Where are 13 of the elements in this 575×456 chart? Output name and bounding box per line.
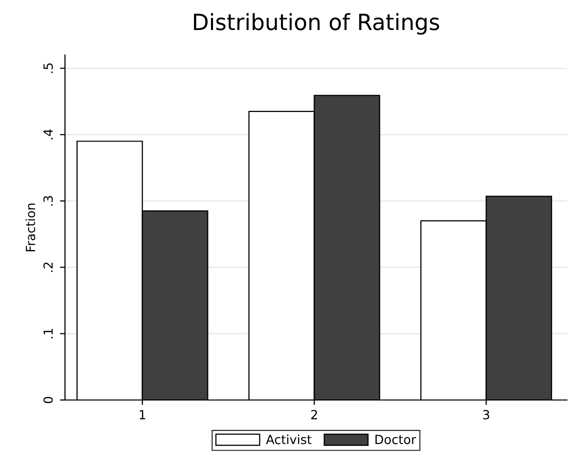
x-tick-label: 3	[483, 410, 490, 420]
x-tick-label: 1	[140, 410, 146, 420]
y-tick-label: .3	[43, 196, 53, 206]
x-tick-label: 2	[311, 410, 318, 420]
legend-label: Doctor	[375, 434, 416, 444]
y-tick-label: .1	[44, 328, 53, 338]
y-tick-label: .2	[43, 262, 53, 272]
chart-title: Distribution of Ratings	[194, 13, 440, 35]
y-tick-label: .5	[44, 63, 53, 73]
y-tick-label: .4	[44, 129, 53, 140]
y-axis-title: Fraction	[26, 204, 36, 252]
legend-label: Activist	[266, 434, 312, 444]
y-tick-label: 0	[43, 396, 53, 404]
